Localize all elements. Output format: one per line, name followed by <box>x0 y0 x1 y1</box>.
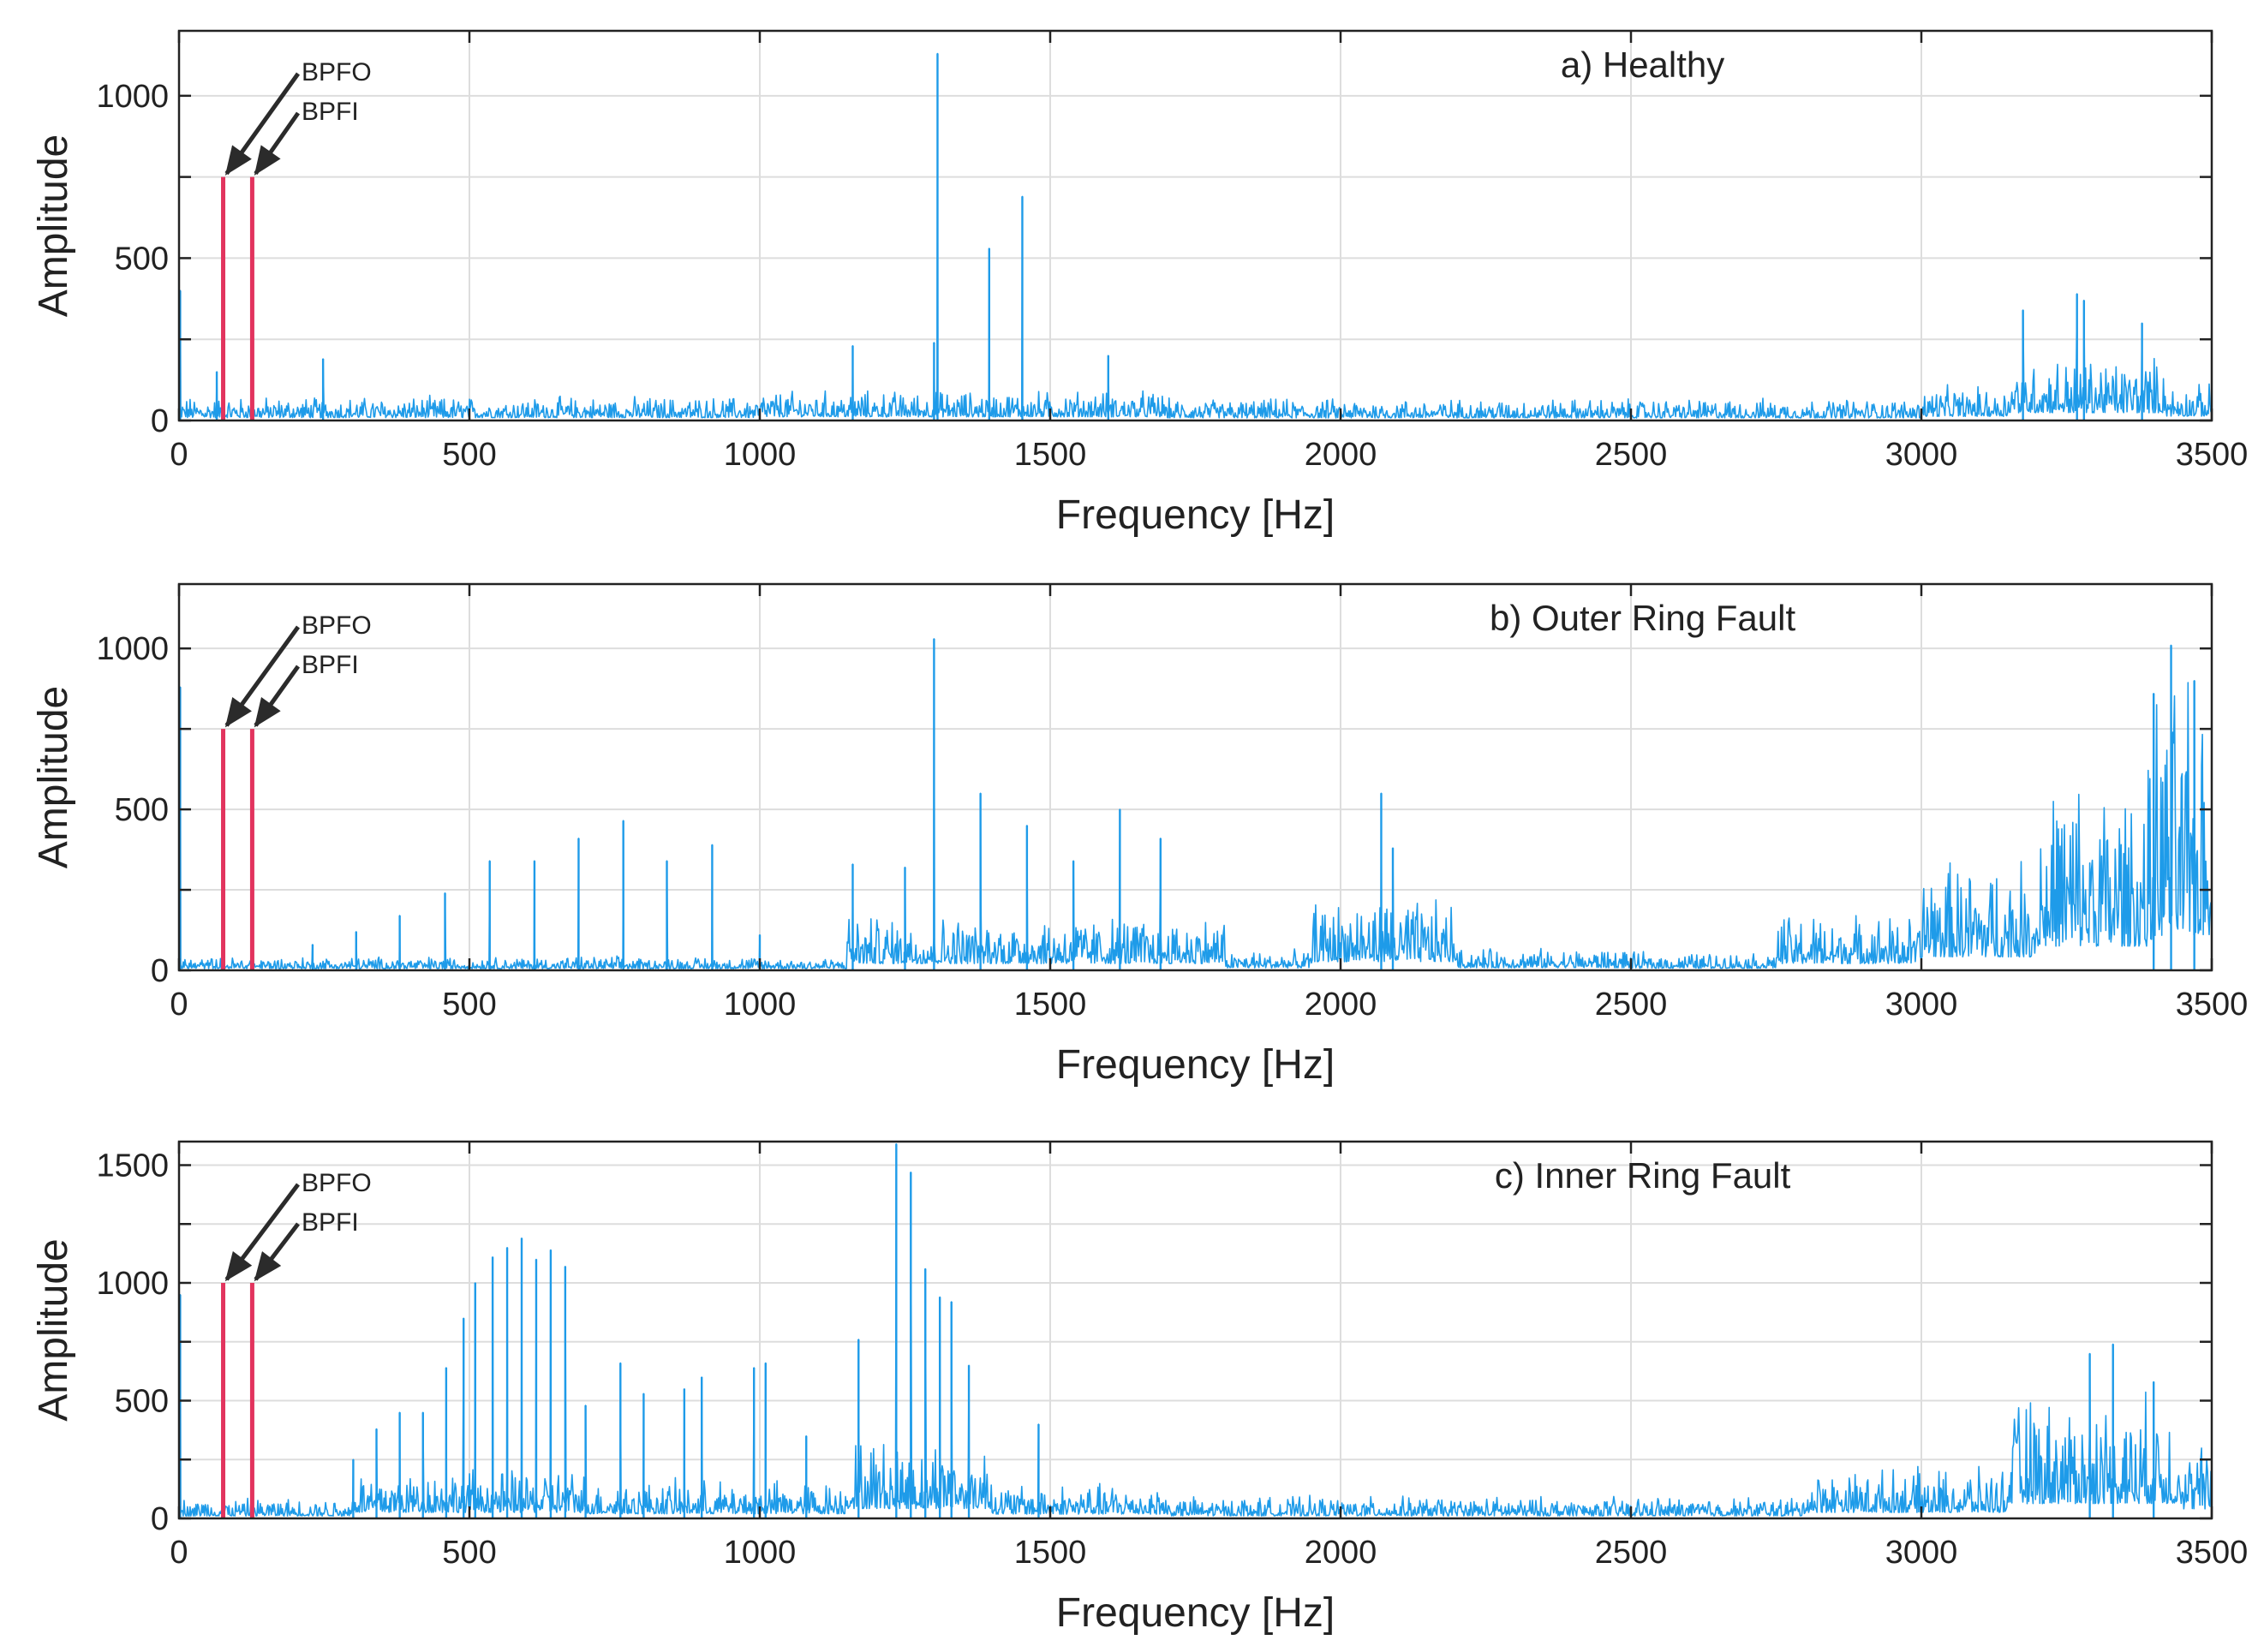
y-tick-label: 0 <box>151 403 169 439</box>
y-tick-label: 0 <box>151 1501 169 1537</box>
spectrum-series <box>178 52 2213 419</box>
y-tick-label: 500 <box>115 792 169 828</box>
x-axis-title: Frequency [Hz] <box>1056 1042 1335 1088</box>
x-tick-label: 500 <box>442 1535 496 1571</box>
panel-title: a) Healthy <box>1561 45 1724 85</box>
axes-frame <box>177 29 2213 422</box>
x-tick-label: 0 <box>170 437 188 473</box>
panel-3: BPFO BPFI 0 500 1000 1500 2000 2500 3000 3500 0 500… <box>31 1140 2249 1636</box>
x-tick-label: 3500 <box>2176 1535 2249 1571</box>
x-tick-label: 1500 <box>1014 987 1087 1023</box>
axes-frame <box>177 1140 2213 1520</box>
x-tick-label: 3000 <box>1885 987 1958 1023</box>
annotation-label-bpfi: BPFI <box>302 651 359 679</box>
x-tick-label: 1000 <box>724 987 797 1023</box>
x-tick-label: 500 <box>442 987 496 1023</box>
y-tick-label: 1000 <box>96 79 169 115</box>
x-tick-label: 1500 <box>1014 437 1087 473</box>
annotation-label-bpfo: BPFO <box>302 58 372 86</box>
x-tick-label: 2500 <box>1595 987 1668 1023</box>
annotation-arrow <box>224 1183 300 1282</box>
annotation-arrow <box>254 1222 300 1282</box>
x-tick-label: 1500 <box>1014 1535 1087 1571</box>
x-tick-label: 1000 <box>724 1535 797 1571</box>
y-tick-label: 0 <box>151 953 169 989</box>
panel-title: c) Inner Ring Fault <box>1495 1155 1791 1196</box>
y-tick-label: 500 <box>115 1384 169 1420</box>
x-tick-label: 2000 <box>1305 1535 1377 1571</box>
annotation-label-bpfi: BPFI <box>302 98 359 126</box>
x-tick-label: 0 <box>170 987 188 1023</box>
x-tick-label: 3500 <box>2176 437 2249 473</box>
x-tick-label: 2000 <box>1305 437 1377 473</box>
panel-2: BPFO BPFI 0 500 1000 1500 2000 2500 3000 3500 0 500… <box>31 582 2249 1088</box>
panel-title: b) Outer Ring Fault <box>1490 598 1795 638</box>
x-tick-label: 2000 <box>1305 987 1377 1023</box>
x-tick-label: 3000 <box>1885 437 1958 473</box>
y-axis-title: Amplitude <box>31 1238 76 1421</box>
x-axis-title: Frequency [Hz] <box>1056 492 1335 538</box>
annotation-arrow <box>224 72 301 176</box>
annotation-label-bpfo: BPFO <box>302 611 372 640</box>
annotation-label-bpfi: BPFI <box>302 1208 359 1237</box>
spectrum-series <box>178 638 2213 969</box>
annotation-arrow <box>254 111 301 176</box>
x-tick-label: 500 <box>442 437 496 473</box>
x-tick-label: 3000 <box>1885 1535 1958 1571</box>
panel-1: BPFO BPFI 0 500 1000 1500 2000 2500 3000 3500 0 500… <box>31 29 2249 538</box>
y-tick-label: 1000 <box>96 1266 169 1302</box>
annotation-label-bpfo: BPFO <box>302 1169 372 1197</box>
annotation-arrow <box>224 625 301 728</box>
annotation-arrow <box>254 665 301 728</box>
x-tick-label: 0 <box>170 1535 188 1571</box>
y-tick-label: 1000 <box>96 631 169 667</box>
x-tick-label: 3500 <box>2176 987 2249 1023</box>
y-axis-title: Amplitude <box>31 134 76 317</box>
y-axis-title: Amplitude <box>31 686 76 868</box>
x-tick-label: 2500 <box>1595 1535 1668 1571</box>
axes-frame <box>177 582 2213 972</box>
x-tick-label: 2500 <box>1595 437 1668 473</box>
x-axis-title: Frequency [Hz] <box>1056 1590 1335 1636</box>
y-tick-label: 500 <box>115 241 169 277</box>
y-tick-label: 1500 <box>96 1148 169 1184</box>
x-tick-label: 1000 <box>724 437 797 473</box>
